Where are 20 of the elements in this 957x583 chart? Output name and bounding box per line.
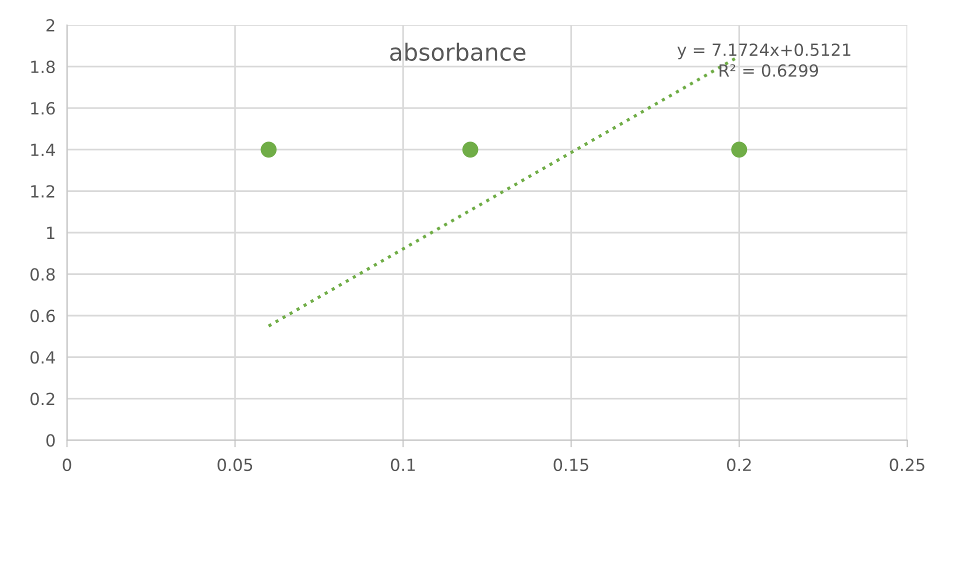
annotation: y = 7.1724x+0.5121: [677, 43, 850, 60]
y-tick-label: 1.6: [31, 102, 55, 115]
y-tick-label: 2: [46, 19, 54, 32]
y-tick-label: 1.4: [31, 144, 55, 156]
x-tick-label: 0.05: [218, 458, 252, 472]
x-tick-label: 0.2: [727, 458, 751, 472]
x-tick-label: 0.1: [390, 458, 415, 472]
x-tick-label: 0.15: [554, 458, 588, 472]
y-tick-label: 1.8: [31, 60, 55, 74]
y-tick-label: 0.4: [30, 351, 55, 364]
y-tick-label: 0.2: [30, 392, 54, 406]
y-tick-label: 1.2: [31, 185, 54, 198]
y-tick-label: 1: [47, 226, 54, 239]
x-tick-label: 0: [62, 458, 72, 472]
y-tick-label: 0: [46, 434, 55, 447]
y-tick-label: 0.8: [30, 268, 55, 281]
x-tick-label: 0.25: [890, 458, 924, 472]
text: absorbance: [390, 42, 526, 61]
y-tick-label: 0.6: [30, 310, 55, 322]
annotation: R² = 0.6299: [720, 64, 818, 77]
